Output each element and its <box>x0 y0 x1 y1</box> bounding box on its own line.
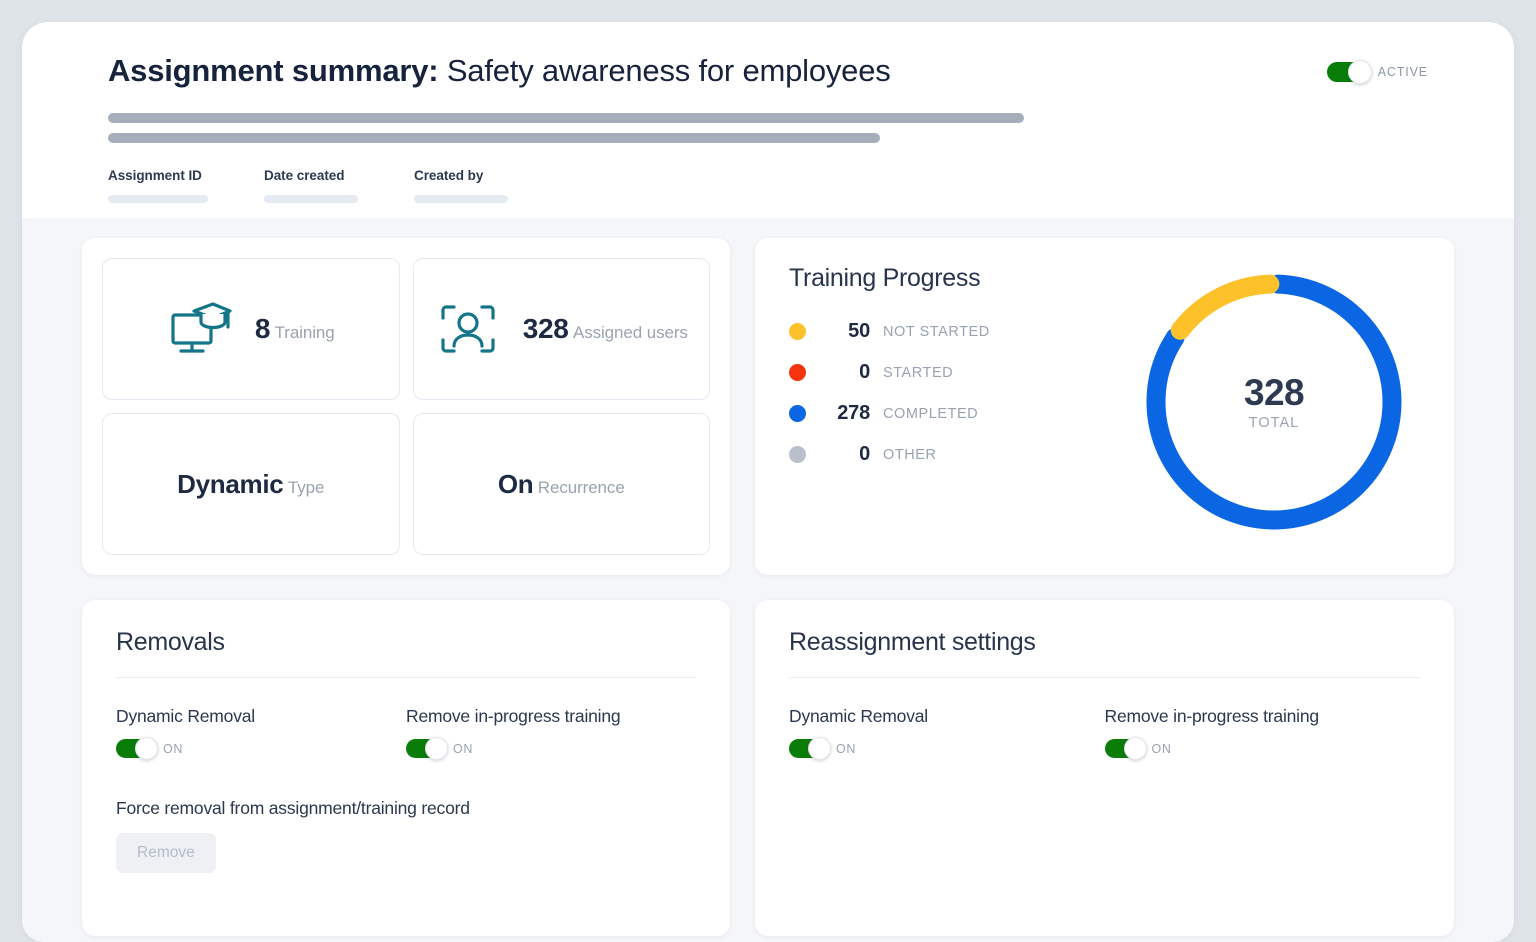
status-dot-other <box>789 446 806 463</box>
toggle-knob <box>808 737 831 760</box>
user-scan-frame-icon <box>435 299 501 359</box>
removals-panel: Removals Dynamic Removal ON <box>82 600 730 936</box>
app-window: Assignment summary: Safety awareness for… <box>22 22 1514 942</box>
reassignment-remove-in-progress-field: Remove in-progress training ON <box>1104 706 1421 760</box>
toggle-track[interactable] <box>1104 737 1147 760</box>
legend-value: 0 <box>859 443 870 465</box>
toggle-state-label: ON <box>836 741 856 756</box>
legend-label: OTHER <box>883 446 937 463</box>
reassignment-dynamic-removal-toggle[interactable]: ON <box>789 737 1105 760</box>
removals-dynamic-removal-field: Dynamic Removal ON <box>116 706 406 760</box>
toggle-knob <box>1123 737 1147 760</box>
reassignment-title: Reassignment settings <box>789 628 1420 678</box>
toggle-track[interactable] <box>406 737 448 760</box>
removals-dynamic-removal-toggle[interactable]: ON <box>116 737 406 760</box>
remove-button[interactable]: Remove <box>116 833 216 873</box>
stat-tile-recurrence: On Recurrence <box>412 413 710 555</box>
legend-item-other[interactable]: 0 OTHER <box>789 434 1124 475</box>
title-placeholder-bars <box>108 113 1428 143</box>
stat-label: Training <box>274 323 335 342</box>
removals-remove-in-progress-field: Remove in-progress training ON <box>406 706 696 760</box>
meta-label: Date created <box>264 168 345 183</box>
stat-value: 8 <box>254 313 271 344</box>
legend-value: 50 <box>848 320 870 342</box>
meta-value-placeholder <box>108 195 208 203</box>
field-label: Dynamic Removal <box>789 706 928 726</box>
active-status-toggle[interactable]: ACTIVE <box>1326 60 1428 84</box>
metadata-row: Assignment ID Date created Created by <box>108 168 1428 203</box>
stat-tile-type: Dynamic Type <box>102 413 400 555</box>
toggle-track[interactable] <box>1326 60 1372 84</box>
assignment-stats-panel: 8 Training <box>82 238 730 575</box>
removals-title: Removals <box>116 628 696 678</box>
removals-remove-in-progress-toggle[interactable]: ON <box>406 737 696 760</box>
stat-tile-assigned-users: 328 Assigned users <box>412 258 710 400</box>
donut-arc-not-started <box>1146 274 1402 530</box>
placeholder-bar-1 <box>108 113 1024 123</box>
meta-value-placeholder <box>414 195 508 203</box>
field-label: Remove in-progress training <box>1104 706 1320 726</box>
toggle-knob <box>135 737 158 760</box>
donut-svg <box>1146 274 1402 530</box>
toggle-state-label: ON <box>453 741 473 756</box>
page-title-prefix: Assignment summary: <box>108 53 439 88</box>
stat-label: Assigned users <box>572 323 688 342</box>
stat-label: Recurrence <box>537 478 625 497</box>
toggle-state-label: ON <box>1151 741 1172 756</box>
meta-date-created: Date created <box>264 168 358 203</box>
reassignment-remove-in-progress-toggle[interactable]: ON <box>1104 737 1421 760</box>
training-progress-donut-chart: 328 TOTAL <box>1124 264 1424 540</box>
reassignment-settings-panel: Reassignment settings Dynamic Removal ON <box>755 600 1454 936</box>
legend-value: 0 <box>859 361 870 383</box>
meta-label: Assignment ID <box>108 168 202 183</box>
toggle-track[interactable] <box>116 737 158 760</box>
field-label: Remove in-progress training <box>406 706 621 726</box>
legend-label: STARTED <box>883 364 954 381</box>
summary-header: Assignment summary: Safety awareness for… <box>22 22 1514 218</box>
stat-value: On <box>497 469 534 499</box>
training-progress-panel: Training Progress 50 NOT STARTED 0 START… <box>755 238 1454 575</box>
legend-label: COMPLETED <box>883 405 979 422</box>
page-title-subject: Safety awareness for employees <box>446 53 891 88</box>
donut-center-text: 328 TOTAL <box>1124 372 1424 432</box>
meta-created-by: Created by <box>414 168 508 203</box>
status-dot-not-started <box>789 323 806 340</box>
legend-label: NOT STARTED <box>883 323 990 340</box>
meta-value-placeholder <box>264 195 358 203</box>
donut-total-caption: TOTAL <box>1248 415 1300 431</box>
dashboard-body: 8 Training <box>22 218 1514 942</box>
placeholder-bar-2 <box>108 133 880 143</box>
toggle-knob <box>1347 60 1372 84</box>
toggle-track[interactable] <box>789 737 831 760</box>
legend-item-completed[interactable]: 278 COMPLETED <box>789 393 1124 434</box>
status-dot-started <box>789 364 806 381</box>
donut-total-value: 328 <box>1244 372 1305 413</box>
training-progress-title: Training Progress <box>789 264 981 292</box>
monitor-graduation-cap-icon <box>167 299 233 359</box>
toggle-knob <box>425 737 448 760</box>
legend-item-not-started[interactable]: 50 NOT STARTED <box>789 311 1124 352</box>
stat-tile-training: 8 Training <box>102 258 400 400</box>
active-status-label: ACTIVE <box>1377 65 1428 79</box>
field-label: Dynamic Removal <box>116 706 255 726</box>
legend-item-started[interactable]: 0 STARTED <box>789 352 1124 393</box>
status-dot-completed <box>789 405 806 422</box>
toggle-state-label: ON <box>163 741 183 756</box>
stat-value: 328 <box>522 313 569 344</box>
legend-value: 278 <box>837 402 870 424</box>
stat-value: Dynamic <box>177 469 284 499</box>
meta-label: Created by <box>414 168 484 183</box>
stat-label: Type <box>287 478 325 497</box>
reassignment-dynamic-removal-field: Dynamic Removal ON <box>789 706 1105 760</box>
page-title: Assignment summary: Safety awareness for… <box>108 52 891 90</box>
meta-assignment-id: Assignment ID <box>108 168 208 203</box>
force-removal-label: Force removal from assignment/training r… <box>116 798 470 818</box>
